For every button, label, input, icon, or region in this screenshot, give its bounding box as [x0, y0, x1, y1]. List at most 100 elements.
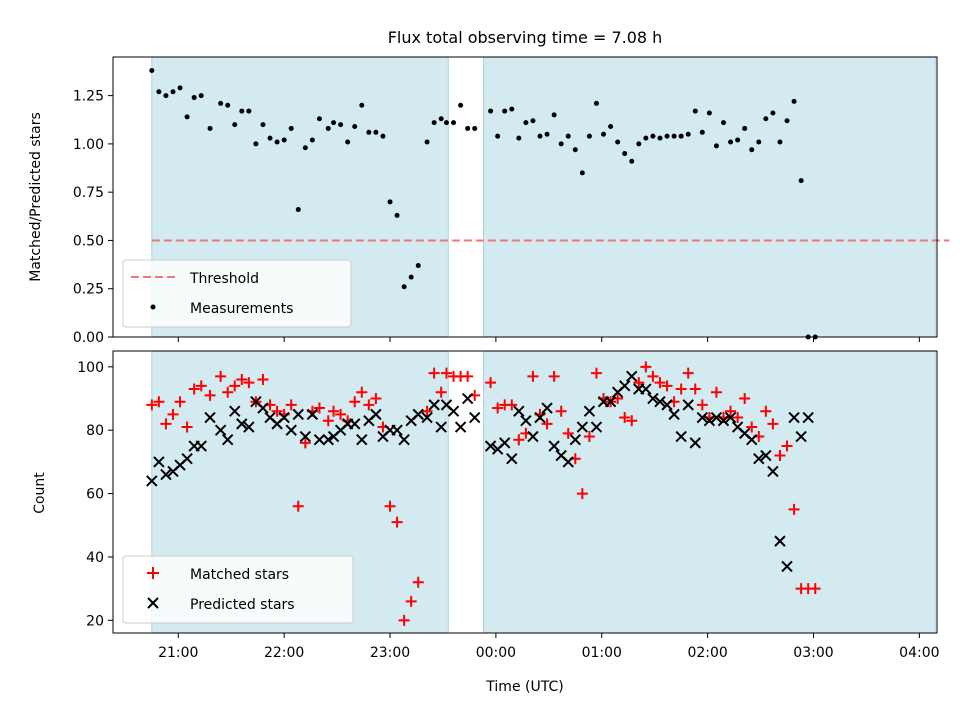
measurement-point — [537, 133, 543, 139]
measurement-point — [472, 125, 478, 131]
measurement-point — [488, 108, 494, 114]
measurement-point — [408, 274, 414, 280]
measurement-point — [643, 135, 649, 141]
measurement-point — [316, 116, 322, 122]
predicted-star-point — [398, 434, 410, 446]
measurement-point — [530, 118, 536, 124]
matched-star-point — [335, 408, 347, 420]
matched-star-point — [732, 412, 744, 424]
measurement-point — [246, 108, 252, 114]
predicted-star-point — [221, 434, 234, 446]
matched-star-point — [204, 389, 216, 401]
y-tick-label: 20 — [86, 613, 104, 629]
y-tick-label: 0.00 — [73, 330, 104, 346]
y-tick-label: 40 — [86, 550, 104, 566]
predicted-star-point — [421, 411, 433, 424]
measurement-point — [622, 151, 628, 157]
matched-star-point — [640, 361, 652, 373]
matched-star-point — [370, 393, 382, 405]
predicted-star-point — [370, 408, 382, 421]
measurement-point — [218, 100, 224, 106]
predicted-star-point — [583, 405, 596, 417]
matched-star-point — [710, 386, 722, 398]
measurement-point — [232, 122, 238, 128]
matched-star-point — [328, 405, 340, 417]
x-tick-label: 23:00 — [370, 645, 410, 661]
matched-star-point — [626, 415, 638, 427]
predicted-star-point — [689, 437, 701, 449]
x-tick-label: 03:00 — [793, 645, 833, 661]
measurement-point — [777, 139, 783, 145]
matched-star-point — [292, 500, 304, 512]
y-tick-label: 0.50 — [73, 233, 104, 249]
predicted-star-point — [412, 408, 424, 421]
predicted-star-point — [484, 440, 497, 452]
predicted-star-point — [682, 399, 694, 411]
matched-star-point — [391, 516, 403, 528]
legend-measurement-swatch — [150, 304, 156, 310]
bottom-y-ticks: 20 40 60 80 100 — [77, 360, 113, 629]
bottom-legend: Matched stars Predicted stars — [122, 555, 354, 624]
predicted-star-point — [618, 380, 631, 392]
predicted-star-point — [195, 440, 207, 452]
predicted-star-point — [710, 411, 723, 424]
matched-star-point — [313, 402, 325, 414]
predicted-star-point — [760, 449, 772, 462]
top-axes-frame — [112, 56, 938, 338]
predicted-star-point — [675, 430, 687, 443]
predicted-star-point — [527, 430, 539, 443]
matched-star-point — [440, 367, 452, 379]
measurement-point — [260, 122, 266, 128]
matched-star-point — [746, 421, 758, 433]
measurement-point — [699, 129, 705, 135]
measurement-point — [380, 133, 386, 139]
measurement-point — [495, 133, 501, 139]
measurement-point — [721, 120, 727, 126]
matched-star-point — [236, 374, 248, 386]
observing-window — [483, 56, 936, 338]
matched-star-point — [590, 367, 602, 379]
measurement-point — [544, 131, 550, 137]
measurement-point — [170, 89, 176, 95]
predicted-star-point — [513, 405, 525, 417]
predicted-star-point — [349, 418, 361, 430]
predicted-star-point — [499, 437, 511, 449]
matched-star-point — [527, 370, 539, 382]
bottom-panel: 20 40 60 80 100 21:00 22:00 23:00 00:00 01:00 02:… — [32, 350, 940, 695]
measurement-point — [551, 112, 557, 118]
predicted-star-point — [153, 456, 165, 468]
measurement-point — [345, 139, 351, 145]
predicted-star-point — [506, 453, 518, 465]
observing-window — [483, 350, 936, 634]
predicted-star-point — [626, 370, 638, 383]
matched-star-point — [222, 386, 234, 398]
measurement-point — [325, 125, 331, 131]
top-legend-box — [122, 259, 352, 328]
predicted-star-point — [569, 434, 581, 446]
measurement-point — [431, 120, 437, 126]
matched-star-point — [363, 399, 375, 411]
matched-star-point — [696, 399, 708, 411]
legend-matched-swatch — [147, 567, 159, 579]
x-tick-label: 00:00 — [476, 645, 516, 661]
measurement-point — [401, 284, 407, 290]
matched-star-point — [257, 374, 269, 386]
legend-matched-label: Matched stars — [190, 567, 289, 583]
predicted-star-point — [285, 424, 297, 436]
measurement-point — [763, 116, 769, 122]
x-tick-label: 21:00 — [158, 645, 198, 661]
top-y-ticks: 0.00 0.25 0.50 0.75 1.00 1.25 — [73, 89, 113, 346]
matched-star-point — [675, 383, 687, 395]
measurement-point — [798, 178, 804, 184]
predicted-star-point — [243, 421, 255, 433]
predicted-star-point — [696, 411, 709, 424]
measurement-point — [267, 135, 273, 141]
y-tick-label: 1.00 — [73, 137, 104, 153]
predicted-star-point — [146, 475, 158, 487]
matched-star-point — [195, 380, 207, 392]
top-panel: 0.00 0.25 0.50 0.75 1.00 1.25 Matched/Predict… — [28, 56, 950, 346]
measurement-point — [288, 125, 294, 131]
x-tick-label: 22:00 — [264, 645, 304, 661]
measurement-point — [586, 133, 592, 139]
